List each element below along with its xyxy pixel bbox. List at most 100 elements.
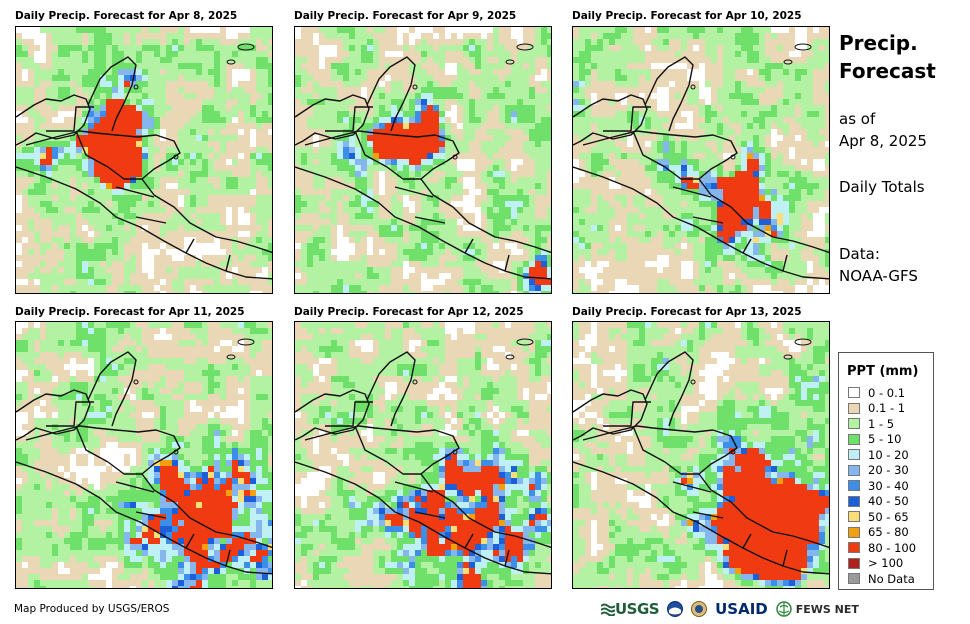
precip-cell bbox=[675, 177, 681, 183]
precip-cell bbox=[699, 195, 705, 201]
precip-cell bbox=[825, 177, 829, 183]
precip-cell bbox=[208, 165, 214, 171]
precip-cell bbox=[256, 285, 262, 291]
precip-cell bbox=[451, 207, 457, 213]
precip-cell bbox=[379, 93, 385, 99]
precip-cell bbox=[82, 177, 88, 183]
precip-cell bbox=[427, 249, 433, 255]
precip-cell bbox=[301, 135, 307, 141]
precip-cell bbox=[40, 189, 46, 195]
precip-cell bbox=[325, 267, 331, 273]
precip-cell bbox=[130, 33, 136, 39]
precip-cell bbox=[807, 81, 813, 87]
precip-cell bbox=[807, 219, 813, 225]
precip-cell bbox=[301, 159, 307, 165]
precip-cell bbox=[535, 237, 541, 243]
precip-cell bbox=[639, 33, 645, 39]
precip-cell bbox=[130, 267, 136, 273]
precip-cell bbox=[663, 45, 669, 51]
precip-cell bbox=[262, 207, 268, 213]
precip-cell bbox=[487, 99, 493, 105]
precip-cell bbox=[789, 27, 795, 33]
precip-cell bbox=[403, 225, 409, 231]
precip-cell bbox=[295, 171, 301, 177]
precip-cell bbox=[585, 63, 591, 69]
precip-cell bbox=[729, 123, 735, 129]
precip-cell bbox=[142, 105, 148, 111]
precip-cell bbox=[40, 249, 46, 255]
precip-cell bbox=[355, 99, 361, 105]
precip-cell bbox=[343, 45, 349, 51]
precip-cell bbox=[148, 183, 154, 189]
precip-cell bbox=[801, 93, 807, 99]
precip-cell bbox=[765, 63, 771, 69]
precip-cell bbox=[124, 141, 130, 147]
precip-cell bbox=[142, 237, 148, 243]
precip-cell bbox=[268, 231, 272, 237]
precip-cell bbox=[166, 225, 172, 231]
precip-cell bbox=[729, 165, 735, 171]
precip-cell bbox=[451, 273, 457, 279]
precip-cell bbox=[178, 171, 184, 177]
precip-cell bbox=[313, 153, 319, 159]
precip-cell bbox=[741, 183, 747, 189]
precip-cell bbox=[615, 213, 621, 219]
precip-cell bbox=[591, 63, 597, 69]
precip-cell bbox=[184, 213, 190, 219]
precip-cell bbox=[160, 93, 166, 99]
precip-cell bbox=[705, 171, 711, 177]
precip-cell bbox=[154, 69, 160, 75]
precip-cell bbox=[76, 147, 82, 153]
precip-cell bbox=[46, 201, 52, 207]
precip-cell bbox=[693, 87, 699, 93]
precip-cell bbox=[421, 225, 427, 231]
precip-cell bbox=[807, 153, 813, 159]
precip-cell bbox=[202, 279, 208, 285]
precip-cell bbox=[397, 183, 403, 189]
precip-cell bbox=[202, 177, 208, 183]
precip-cell bbox=[118, 273, 124, 279]
precip-cell bbox=[463, 243, 469, 249]
precip-cell bbox=[687, 39, 693, 45]
precip-cell bbox=[319, 207, 325, 213]
precip-cell bbox=[208, 183, 214, 189]
precip-cell bbox=[136, 225, 142, 231]
precip-cell bbox=[627, 33, 633, 39]
precip-cell bbox=[142, 39, 148, 45]
precip-cell bbox=[487, 213, 493, 219]
precip-cell bbox=[669, 45, 675, 51]
precip-cell bbox=[499, 147, 505, 153]
precip-cell bbox=[220, 285, 226, 291]
precip-cell bbox=[130, 231, 136, 237]
precip-cell bbox=[22, 147, 28, 153]
precip-cell bbox=[729, 189, 735, 195]
precip-cell bbox=[112, 255, 118, 261]
precip-cell bbox=[343, 261, 349, 267]
precip-cell bbox=[451, 183, 457, 189]
precip-cell bbox=[499, 171, 505, 177]
precip-cell bbox=[759, 87, 765, 93]
precip-cell bbox=[711, 123, 717, 129]
precip-cell bbox=[301, 63, 307, 69]
precip-cell bbox=[148, 27, 154, 33]
precip-cell bbox=[325, 111, 331, 117]
precip-cell bbox=[645, 225, 651, 231]
precip-cell bbox=[214, 93, 220, 99]
precip-cell bbox=[789, 207, 795, 213]
precip-cell bbox=[771, 195, 777, 201]
precip-cell bbox=[813, 45, 819, 51]
precip-cell bbox=[573, 195, 579, 201]
precip-cell bbox=[433, 111, 439, 117]
precip-cell bbox=[202, 207, 208, 213]
precip-cell bbox=[64, 195, 70, 201]
precip-cell bbox=[705, 111, 711, 117]
precip-cell bbox=[433, 93, 439, 99]
precip-cell bbox=[379, 273, 385, 279]
precip-cell bbox=[52, 111, 58, 117]
precip-cell bbox=[741, 225, 747, 231]
precip-cell bbox=[511, 81, 517, 87]
precip-cell bbox=[244, 201, 250, 207]
precip-cell bbox=[214, 159, 220, 165]
precip-cell bbox=[591, 195, 597, 201]
precip-cell bbox=[106, 231, 112, 237]
